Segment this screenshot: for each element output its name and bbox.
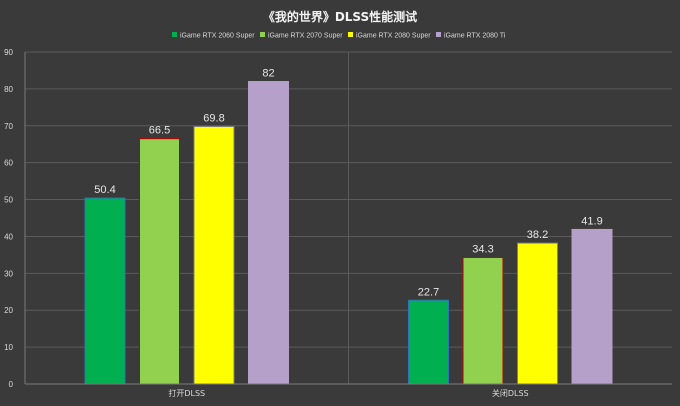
y-tick-label: 80 <box>4 85 13 94</box>
bar <box>139 138 180 385</box>
legend-swatch <box>348 32 353 37</box>
legend-entry: iGame RTX 2080 Ti <box>444 33 506 40</box>
gridlines <box>25 51 672 384</box>
y-tick-label: 30 <box>4 269 13 278</box>
y-tick-label: 20 <box>4 306 13 315</box>
data-label: 50.4 <box>94 184 115 196</box>
bar <box>193 126 235 385</box>
y-tick-label: 60 <box>4 159 13 168</box>
legend-swatch <box>436 32 441 37</box>
bars: 50.4 66.5 69.8 82 22.7 34.3 38.2 41.9 <box>84 68 613 385</box>
data-label: 34.3 <box>472 243 493 255</box>
bar <box>84 197 126 385</box>
data-label: 69.8 <box>203 113 224 125</box>
y-axis: 0 10 20 30 40 50 60 70 80 90 <box>4 48 26 389</box>
data-label: 41.9 <box>581 215 602 227</box>
legend: iGame RTX 2060 Super iGame RTX 2070 Super… <box>172 32 506 40</box>
y-tick-label: 70 <box>4 122 13 131</box>
data-label: 38.2 <box>527 229 548 241</box>
y-tick-label: 10 <box>4 343 13 352</box>
x-axis: 打开DLSS 关闭DLSS <box>25 383 672 398</box>
bar <box>571 228 613 385</box>
legend-entry: iGame RTX 2060 Super <box>180 33 255 40</box>
data-label: 22.7 <box>418 286 439 298</box>
x-category-label: 打开DLSS <box>168 388 205 398</box>
bar <box>462 256 504 385</box>
bar <box>408 299 449 385</box>
legend-entry: iGame RTX 2070 Super <box>268 33 343 40</box>
data-label: 82 <box>262 68 274 80</box>
bar <box>517 242 558 385</box>
legend-swatch <box>260 32 265 37</box>
chart-title: 《我的世界》DLSS性能测试 <box>263 9 417 24</box>
legend-entry: iGame RTX 2080 Super <box>356 33 431 40</box>
y-tick-label: 90 <box>4 48 13 57</box>
bar <box>248 81 289 385</box>
data-label: 66.5 <box>149 125 170 137</box>
x-category-label: 关闭DLSS <box>492 388 529 398</box>
legend-swatch <box>172 32 177 37</box>
y-tick-label: 40 <box>4 232 13 241</box>
y-tick-label: 0 <box>9 380 14 389</box>
y-tick-label: 50 <box>4 196 13 205</box>
